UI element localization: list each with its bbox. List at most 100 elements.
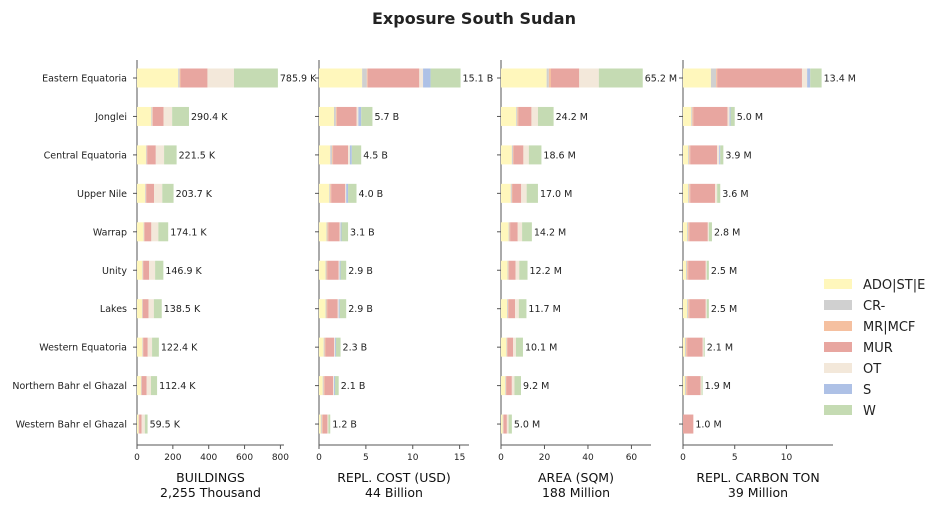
bar-segment-ado-st-e xyxy=(137,376,141,396)
bar-segment-cr xyxy=(687,299,689,319)
bar-segment-ado-st-e xyxy=(683,68,711,88)
bar-total-label: 9.2 M xyxy=(523,381,549,392)
bar-segment-ot xyxy=(155,145,165,165)
bar-segment-w xyxy=(150,376,158,396)
bar-segment-ot xyxy=(207,68,234,88)
legend-label: ADO|ST|E xyxy=(863,278,925,293)
bar-segment-s xyxy=(338,299,340,319)
bar-segment-mur xyxy=(717,68,802,88)
bar-total-label: 15.1 B xyxy=(463,74,494,85)
bar-segment-w xyxy=(508,414,512,434)
bar-total-label: 2.3 B xyxy=(343,343,368,354)
bar-segment-cr xyxy=(685,376,687,396)
legend-item-mr-mcf: MR|MCF xyxy=(824,320,915,335)
bar-segment-mur xyxy=(689,299,706,319)
legend: ADO|ST|E CR- MR|MCF MUR OT SW xyxy=(824,278,925,419)
bar-segment-ado-st-e xyxy=(319,222,327,242)
bar-segment-cr xyxy=(508,222,510,242)
legend-swatch xyxy=(824,300,852,310)
bar-segment-ado-st-e xyxy=(683,337,686,357)
x-axis-label: REPL. CARBON TON xyxy=(696,470,819,485)
bar-segment-mur xyxy=(331,183,346,203)
bar-total-label: 3.9 M xyxy=(725,150,751,161)
bar-segment-cr xyxy=(142,260,143,280)
bar-segment-ot xyxy=(348,145,350,165)
bar-segment-s xyxy=(334,337,336,357)
x-tick-label: 5 xyxy=(363,453,369,463)
bar-segment-w xyxy=(701,376,703,396)
bar-total-label: 1.9 M xyxy=(705,381,731,392)
bar-total-label: 2.5 M xyxy=(711,266,737,277)
bar-segment-ot xyxy=(506,414,509,434)
bar-segment-cr xyxy=(178,68,180,88)
bar-segment-cr xyxy=(505,376,506,396)
legend-swatch xyxy=(824,279,852,289)
bar-segment-ado-st-e xyxy=(319,68,363,88)
bar-segment-w xyxy=(514,376,521,396)
bar-segment-cr xyxy=(326,222,328,242)
bar-segment-cr xyxy=(145,183,146,203)
bar-segment-ot xyxy=(801,68,808,88)
legend-swatch xyxy=(824,342,852,352)
bar-segment-mr-mcf xyxy=(548,68,551,88)
bar-segment-w xyxy=(706,260,709,280)
bar-segment-w xyxy=(708,222,712,242)
bar-segment-ado-st-e xyxy=(501,337,507,357)
bar-segment-w xyxy=(516,337,523,357)
bar-segment-ado-st-e xyxy=(137,299,143,319)
bar-segment-w xyxy=(537,106,554,126)
bar-segment-cr xyxy=(511,145,513,165)
bar-segment-mur xyxy=(367,68,420,88)
bar-segment-mur xyxy=(328,222,340,242)
bar-total-label: 10.1 M xyxy=(525,343,557,354)
legend-item-s: S xyxy=(824,383,871,398)
bar-segment-ado-st-e xyxy=(319,414,321,434)
legend-item-cr: CR- xyxy=(824,299,886,314)
bar-segment-mr-mcf xyxy=(689,183,691,203)
bar-segment-ado-st-e xyxy=(501,414,503,434)
bar-segment-ot xyxy=(515,260,520,280)
bar-segment-cr xyxy=(323,337,325,357)
bar-total-label: 146.9 K xyxy=(165,266,202,277)
x-tick-label: 0 xyxy=(316,453,322,463)
panel-buildings: Eastern Equatoria 785.9 K Jonglei 290.4 K Ce… xyxy=(12,60,317,500)
bar-segment-mr-mcf xyxy=(324,337,326,357)
bar-segment-cr xyxy=(142,299,143,319)
bar-segment-mr-mcf xyxy=(517,106,519,126)
bar-segment-mur xyxy=(551,68,580,88)
bar-segment-w xyxy=(158,222,169,242)
bar-segment-cr xyxy=(329,183,331,203)
bar-segment-s xyxy=(807,68,811,88)
bar-segment-s xyxy=(423,68,431,88)
bar-segment-ado-st-e xyxy=(319,106,334,126)
bar-segment-mr-mcf xyxy=(146,145,148,165)
bar-segment-ot xyxy=(338,260,340,280)
bar-segment-w xyxy=(730,106,735,126)
bar-segment-mr-mcf xyxy=(330,183,332,203)
bar-segment-w xyxy=(334,376,339,396)
bar-segment-ado-st-e xyxy=(137,414,139,434)
bar-segment-mr-mcf xyxy=(332,145,334,165)
bar-segment-mr-mcf xyxy=(326,260,328,280)
bar-total-label: 122.4 K xyxy=(161,343,198,354)
bar-total-label: 138.5 K xyxy=(164,304,201,315)
bar-segment-mur xyxy=(683,414,694,434)
bar-segment-ado-st-e xyxy=(319,145,331,165)
bar-segment-ado-st-e xyxy=(501,145,512,165)
bar-segment-mr-mcf xyxy=(687,260,689,280)
bar-total-label: 1.0 M xyxy=(695,420,721,431)
bar-segment-ot xyxy=(149,260,156,280)
bar-segment-ot xyxy=(146,376,151,396)
bar-segment-ot xyxy=(345,183,347,203)
bar-segment-mur xyxy=(507,337,514,357)
x-tick-label: 200 xyxy=(164,453,181,463)
bar-segment-mur xyxy=(688,260,706,280)
x-tick-label: 20 xyxy=(539,453,551,463)
bar-segment-ado-st-e xyxy=(683,106,692,126)
bar-segment-mr-mcf xyxy=(716,68,718,88)
x-tick-label: 0 xyxy=(134,453,140,463)
bar-total-label: 2.1 M xyxy=(707,343,733,354)
bar-segment-mur xyxy=(690,145,718,165)
bar-segment-mr-mcf xyxy=(692,106,694,126)
